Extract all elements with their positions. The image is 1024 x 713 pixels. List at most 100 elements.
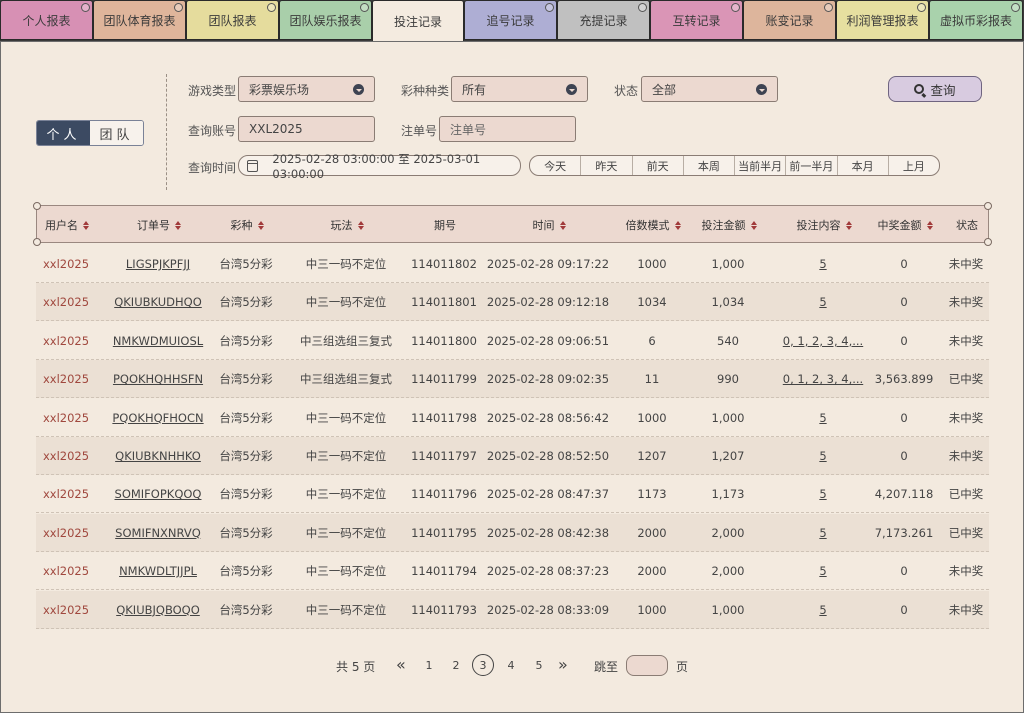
game-type-select[interactable]: 彩票娱乐场	[238, 76, 375, 102]
tab-pin-icon	[638, 3, 647, 12]
tab-4[interactable]: 投注记录	[372, 0, 464, 41]
page-2-button[interactable]: 2	[452, 658, 460, 672]
column-header-5[interactable]: 时间	[484, 206, 614, 244]
cell-bet-content[interactable]: 5	[819, 295, 827, 310]
quick-range-6[interactable]: 本月	[838, 156, 889, 175]
jump-page-input[interactable]	[626, 655, 668, 676]
cell-bet-content[interactable]: 5	[819, 449, 827, 463]
toggle-team[interactable]: 团队	[90, 121, 143, 145]
cell-username: xxl2025	[42, 449, 90, 463]
page-1-button[interactable]: 1	[425, 658, 433, 672]
cell-order-no[interactable]: NMKWDMUIOSL	[112, 333, 204, 348]
tab-5[interactable]: 追号记录	[464, 0, 557, 40]
quick-range-7[interactable]: 上月	[902, 159, 925, 173]
cell-order-no[interactable]: QKIUBKUDHQO	[114, 295, 202, 310]
cell-username: xxl2025	[42, 410, 90, 425]
quick-range-5[interactable]: 前一半月	[786, 156, 838, 175]
report-tabs: 个人报表 团队体育报表 团队报表 团队娱乐报表 投注记录 追号记录 充提记录 互转记录 账变记录…	[0, 0, 1024, 41]
lottery-kind-label: 彩种种类	[401, 84, 450, 98]
cell-time: 2025-02-28 09:12:18	[486, 295, 610, 310]
prev-page-button[interactable]: «	[396, 655, 406, 674]
cell-issue-no: 114011801	[411, 295, 477, 310]
cell-bet-content[interactable]: 0, 1, 2, 3, 4,...	[782, 333, 864, 348]
cell-win-amount: 0	[900, 410, 908, 425]
cell-bet-content[interactable]: 5	[819, 525, 827, 540]
cell-time: 2025-02-28 08:42:38	[486, 525, 610, 540]
account-input[interactable]: XXL2025	[238, 116, 375, 142]
cell-username: xxl2025	[42, 487, 90, 502]
cell-multiple: 6	[648, 333, 656, 348]
cell-time: 2025-02-28 08:47:37	[486, 487, 610, 502]
status-select[interactable]: 全部	[641, 76, 778, 102]
tab-6[interactable]: 充提记录	[557, 0, 650, 40]
chevron-down-icon	[566, 84, 577, 95]
cell-bet-content[interactable]: 5	[819, 564, 827, 579]
cell-issue-no: 114011800	[411, 333, 477, 348]
cell-username: xxl2025	[42, 602, 90, 617]
search-button[interactable]: 查询	[888, 76, 982, 102]
cell-bet-content[interactable]: 5	[819, 410, 827, 425]
cell-order-no[interactable]: PQOKHQHHSFN	[112, 372, 204, 387]
cell-bet-content[interactable]: 5	[819, 602, 827, 617]
cell-status: 未中奖	[948, 449, 984, 463]
tab-2[interactable]: 团队报表	[186, 0, 279, 40]
cell-bet-content[interactable]: 5	[819, 487, 827, 502]
next-page-button[interactable]: »	[558, 655, 568, 674]
cell-order-no[interactable]: QKIUBKNHHKO	[115, 449, 201, 463]
cell-status: 未中奖	[948, 410, 984, 425]
column-header-label: 时间	[532, 219, 555, 232]
cell-order-no[interactable]: SOMIFNXNRVQ	[115, 525, 201, 540]
tab-9[interactable]: 利润管理报表	[836, 0, 929, 40]
quick-range-0[interactable]: 今天	[530, 156, 582, 175]
cell-order-no[interactable]: NMKWDLTJJPL	[119, 564, 197, 579]
cell-issue-no: 114011798	[411, 410, 477, 425]
cell-bet-content[interactable]: 0, 1, 2, 3, 4,...	[782, 372, 864, 387]
column-header-1[interactable]: 订单号	[104, 206, 214, 244]
column-header-9[interactable]: 中奖金额	[865, 206, 945, 244]
jump-label: 跳至	[594, 660, 619, 674]
page-3-button[interactable]: 3	[472, 654, 494, 676]
toggle-personal[interactable]: 个人	[37, 121, 90, 145]
column-header-label: 投注内容	[796, 219, 841, 232]
cell-win-amount: 7,173.261	[874, 525, 934, 540]
tab-0[interactable]: 个人报表	[0, 0, 93, 40]
column-header-6[interactable]: 倍数模式	[608, 206, 698, 244]
cell-bet-content[interactable]: 5	[819, 257, 827, 271]
tab-7[interactable]: 互转记录	[650, 0, 743, 40]
lottery-kind-select[interactable]: 所有	[451, 76, 588, 102]
order-input[interactable]: 注单号	[439, 116, 576, 142]
tab-label: 团队报表	[208, 13, 257, 28]
cell-order-no[interactable]: LIGSPJKPFJJ	[125, 257, 191, 271]
page-5-button[interactable]: 5	[535, 658, 543, 672]
column-header-label: 用户名	[45, 219, 78, 232]
page-4-button[interactable]: 4	[507, 658, 515, 672]
cell-play-type: 中三一码不定位	[305, 449, 387, 463]
quick-range-3[interactable]: 本周	[684, 156, 735, 175]
tab-1[interactable]: 团队体育报表	[93, 0, 186, 40]
cell-multiple: 11	[644, 372, 660, 387]
tab-3[interactable]: 团队娱乐报表	[279, 0, 372, 40]
table-row: xxl2025 QKIUBKUDHQO 台湾5分彩 中三一码不定位 114011801 2…	[36, 283, 989, 322]
column-header-7[interactable]: 投注金额	[689, 206, 769, 244]
sort-icon	[926, 220, 933, 230]
cell-order-no[interactable]: SOMIFOPKQOQ	[114, 487, 202, 502]
cell-bet-amount: 1,173	[711, 487, 745, 502]
column-header-8[interactable]: 投注内容	[779, 206, 869, 244]
date-range-picker[interactable]: 2025-02-28 03:00:00 至 2025-03-01 03:00:0…	[238, 152, 521, 181]
cell-status: 未中奖	[948, 295, 984, 310]
tab-10[interactable]: 虚拟币彩报表	[929, 0, 1023, 40]
column-header-0[interactable]: 用户名	[37, 206, 97, 244]
cell-win-amount: 0	[900, 257, 908, 271]
tab-8[interactable]: 账变记录	[743, 0, 836, 40]
calendar-icon	[247, 159, 259, 172]
time-label: 查询时间	[188, 161, 237, 175]
column-header-2[interactable]: 彩种	[212, 206, 282, 244]
column-header-3[interactable]: 玩法	[292, 206, 402, 244]
cell-order-no[interactable]: PQOKHQFHOCN	[112, 410, 204, 425]
quick-range-4[interactable]: 当前半月	[735, 156, 787, 175]
cell-order-no[interactable]: QKIUBJQBOQO	[116, 602, 200, 617]
quick-range-1[interactable]: 昨天	[581, 156, 633, 175]
column-header-label: 期号	[434, 219, 456, 232]
quick-range-2[interactable]: 前天	[633, 156, 684, 175]
tab-pin-icon	[360, 3, 369, 12]
